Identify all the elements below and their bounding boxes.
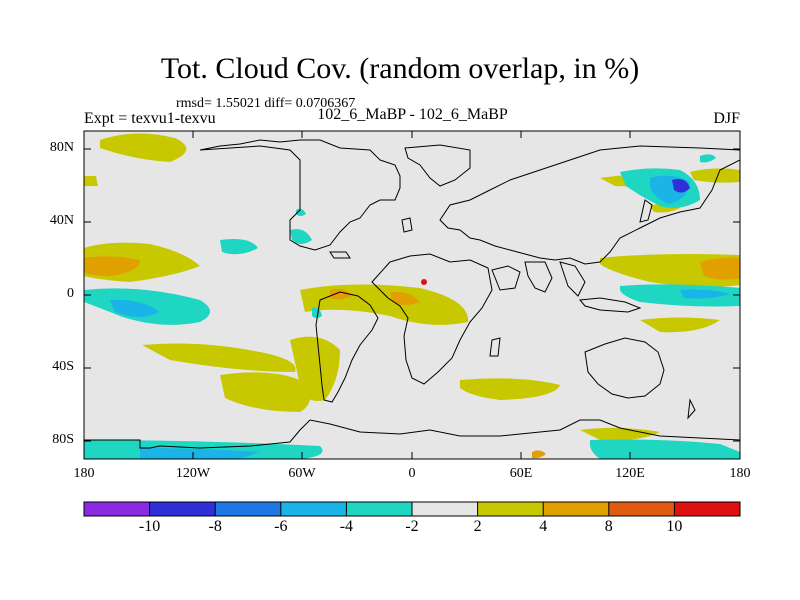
x-tick-label: 180 bbox=[73, 466, 95, 481]
coast-se-asia bbox=[559, 261, 586, 297]
patch-teal-e-pac bbox=[620, 284, 740, 307]
patch-orange-eq-pac bbox=[84, 256, 140, 276]
patch-yellow-se-pac bbox=[220, 372, 310, 412]
coast-africa bbox=[371, 253, 493, 385]
colorbar-label: -10 bbox=[138, 518, 161, 535]
y-tick-label: 80S bbox=[52, 432, 74, 447]
coast-indonesia bbox=[579, 297, 642, 313]
patch-yellow-s-pac bbox=[142, 343, 296, 372]
y-tick-label: 40S bbox=[52, 359, 74, 374]
patch-teal-island bbox=[312, 307, 322, 318]
anomaly-patches bbox=[84, 133, 740, 459]
colorbar-swatch-7 bbox=[477, 502, 544, 516]
x-tick-label: 180 bbox=[729, 466, 751, 481]
map-title: Tot. Cloud Cov. (random overlap, in %) bbox=[160, 52, 640, 85]
y-tick-label: 0 bbox=[67, 286, 74, 301]
coastlines bbox=[84, 139, 741, 449]
colorbar-swatch-1 bbox=[84, 502, 150, 516]
coast-caribbean bbox=[329, 251, 351, 259]
x-tick-label: 60W bbox=[288, 466, 316, 481]
colorbar-swatch-6 bbox=[412, 502, 478, 516]
patch-orange-e-pac bbox=[700, 257, 740, 280]
patch-lblue-eq-w bbox=[110, 299, 160, 317]
patch-orange-atl bbox=[330, 288, 352, 300]
colorbar-label: 8 bbox=[604, 518, 613, 535]
patch-yellow-ne bbox=[690, 168, 740, 183]
colorbar-label: -2 bbox=[405, 518, 419, 535]
colorbar-label: -8 bbox=[208, 518, 222, 535]
colorbar-label: 2 bbox=[473, 518, 482, 535]
colorbar-swatch-3 bbox=[215, 502, 281, 516]
patch-teal-s-pac2 bbox=[140, 448, 260, 459]
colorbar-swatch-5 bbox=[346, 502, 412, 516]
coast-australia bbox=[584, 337, 665, 399]
patch-teal-us bbox=[290, 229, 312, 244]
coast-south-america bbox=[315, 291, 379, 403]
colorbar-swatch-8 bbox=[543, 502, 609, 516]
patch-orange-nz bbox=[532, 450, 546, 459]
axis-ticks bbox=[84, 131, 740, 459]
colorbar bbox=[83, 501, 741, 517]
coast-arabia bbox=[491, 265, 521, 291]
patch-red-africa bbox=[421, 279, 427, 285]
colorbar-label: -4 bbox=[339, 518, 354, 535]
colorbar-swatch-2 bbox=[149, 502, 216, 516]
y-tick-label: 40N bbox=[49, 213, 74, 228]
patch-yellow-nz bbox=[580, 427, 660, 441]
patch-yellow-n-pac bbox=[84, 176, 98, 186]
colorbar-swatch-10 bbox=[674, 502, 740, 516]
coast-europe-asia bbox=[439, 145, 741, 265]
patch-yellow-s-am bbox=[290, 336, 340, 401]
x-tick-label: 60E bbox=[509, 466, 533, 481]
patch-blue-ne-pac bbox=[672, 179, 690, 193]
patch-yellow-nw bbox=[100, 133, 187, 162]
experiment-label: Expt = texvu1-texvu bbox=[84, 110, 216, 127]
coast-greenland bbox=[404, 144, 471, 187]
patch-lblue-e-pac bbox=[680, 289, 730, 299]
season-label: DJF bbox=[713, 110, 740, 127]
coast-nz bbox=[687, 398, 696, 420]
colorbar-swatch-4 bbox=[280, 502, 347, 516]
patch-teal-c-am bbox=[220, 239, 258, 255]
x-tick-label: 0 bbox=[408, 466, 416, 481]
coast-india bbox=[524, 261, 553, 293]
coast-madagascar bbox=[489, 337, 501, 357]
y-tick-label: 80N bbox=[49, 140, 74, 155]
colorbar-label: -6 bbox=[274, 518, 288, 535]
patch-teal-caribbean bbox=[296, 208, 306, 216]
x-tick-label: 120W bbox=[175, 466, 211, 481]
colorbar-label: 10 bbox=[666, 518, 683, 535]
stats-text: rmsd= 1.55021 diff= 0.0706367 bbox=[176, 96, 356, 111]
map-subtitle: 102_6_MaBP - 102_6_MaBP bbox=[317, 106, 508, 123]
coast-north-america bbox=[199, 139, 401, 251]
patch-orange-africa bbox=[390, 291, 420, 305]
coast-antarctica bbox=[84, 419, 741, 449]
patch-yellow-sw-pac bbox=[640, 317, 720, 333]
coast-uk bbox=[401, 217, 413, 233]
colorbar-label: 4 bbox=[539, 518, 548, 535]
patch-teal-ne-pac2 bbox=[700, 154, 716, 163]
x-tick-label: 120E bbox=[615, 466, 645, 481]
patch-yellow-indian bbox=[460, 378, 560, 400]
patch-teal-s-ocean bbox=[590, 439, 740, 459]
colorbar-swatch-9 bbox=[608, 502, 675, 516]
coast-japan bbox=[639, 199, 653, 223]
